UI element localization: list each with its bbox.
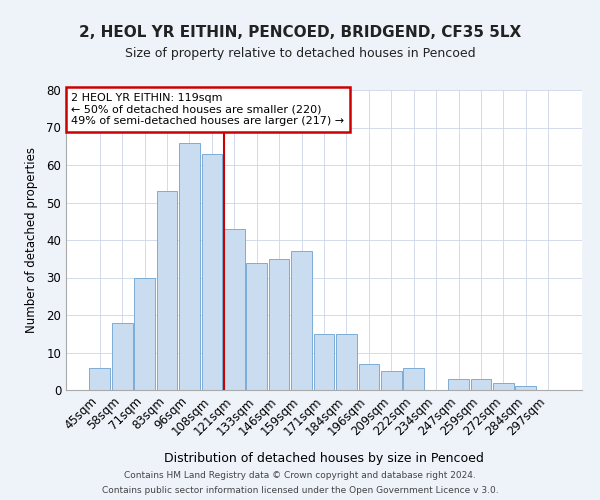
Bar — [89, 368, 110, 390]
Bar — [493, 382, 514, 390]
Bar — [112, 322, 133, 390]
Text: Contains HM Land Registry data © Crown copyright and database right 2024.: Contains HM Land Registry data © Crown c… — [124, 471, 476, 480]
Bar — [202, 154, 222, 390]
Bar — [336, 334, 357, 390]
Bar — [179, 142, 200, 390]
Y-axis label: Number of detached properties: Number of detached properties — [25, 147, 38, 333]
Bar — [291, 251, 312, 390]
Bar — [314, 334, 334, 390]
Bar — [448, 379, 469, 390]
Text: 2 HEOL YR EITHIN: 119sqm
← 50% of detached houses are smaller (220)
49% of semi-: 2 HEOL YR EITHIN: 119sqm ← 50% of detach… — [71, 93, 344, 126]
Bar — [403, 368, 424, 390]
Text: 2, HEOL YR EITHIN, PENCOED, BRIDGEND, CF35 5LX: 2, HEOL YR EITHIN, PENCOED, BRIDGEND, CF… — [79, 25, 521, 40]
Bar — [224, 229, 245, 390]
Bar — [247, 262, 267, 390]
Bar — [134, 278, 155, 390]
Bar — [269, 259, 289, 390]
Bar — [470, 379, 491, 390]
Bar — [515, 386, 536, 390]
Text: Contains public sector information licensed under the Open Government Licence v : Contains public sector information licen… — [101, 486, 499, 495]
X-axis label: Distribution of detached houses by size in Pencoed: Distribution of detached houses by size … — [164, 452, 484, 464]
Text: Size of property relative to detached houses in Pencoed: Size of property relative to detached ho… — [125, 48, 475, 60]
Bar — [359, 364, 379, 390]
Bar — [157, 191, 178, 390]
Bar — [381, 371, 401, 390]
